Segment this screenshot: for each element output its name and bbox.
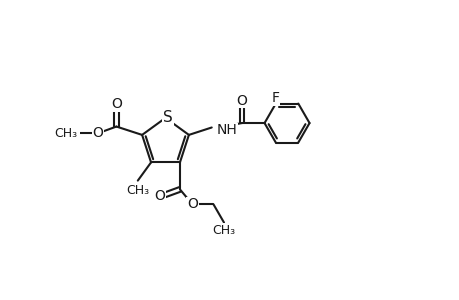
Text: NH: NH — [216, 124, 236, 137]
Text: CH₃: CH₃ — [126, 184, 149, 196]
Text: CH₃: CH₃ — [54, 127, 77, 140]
Text: O: O — [154, 189, 165, 202]
Text: O: O — [187, 197, 197, 211]
Text: CH₃: CH₃ — [212, 224, 235, 237]
Text: O: O — [111, 97, 122, 111]
Text: O: O — [236, 94, 247, 108]
Text: F: F — [271, 91, 279, 105]
Text: S: S — [162, 110, 173, 125]
Text: O: O — [92, 126, 103, 140]
